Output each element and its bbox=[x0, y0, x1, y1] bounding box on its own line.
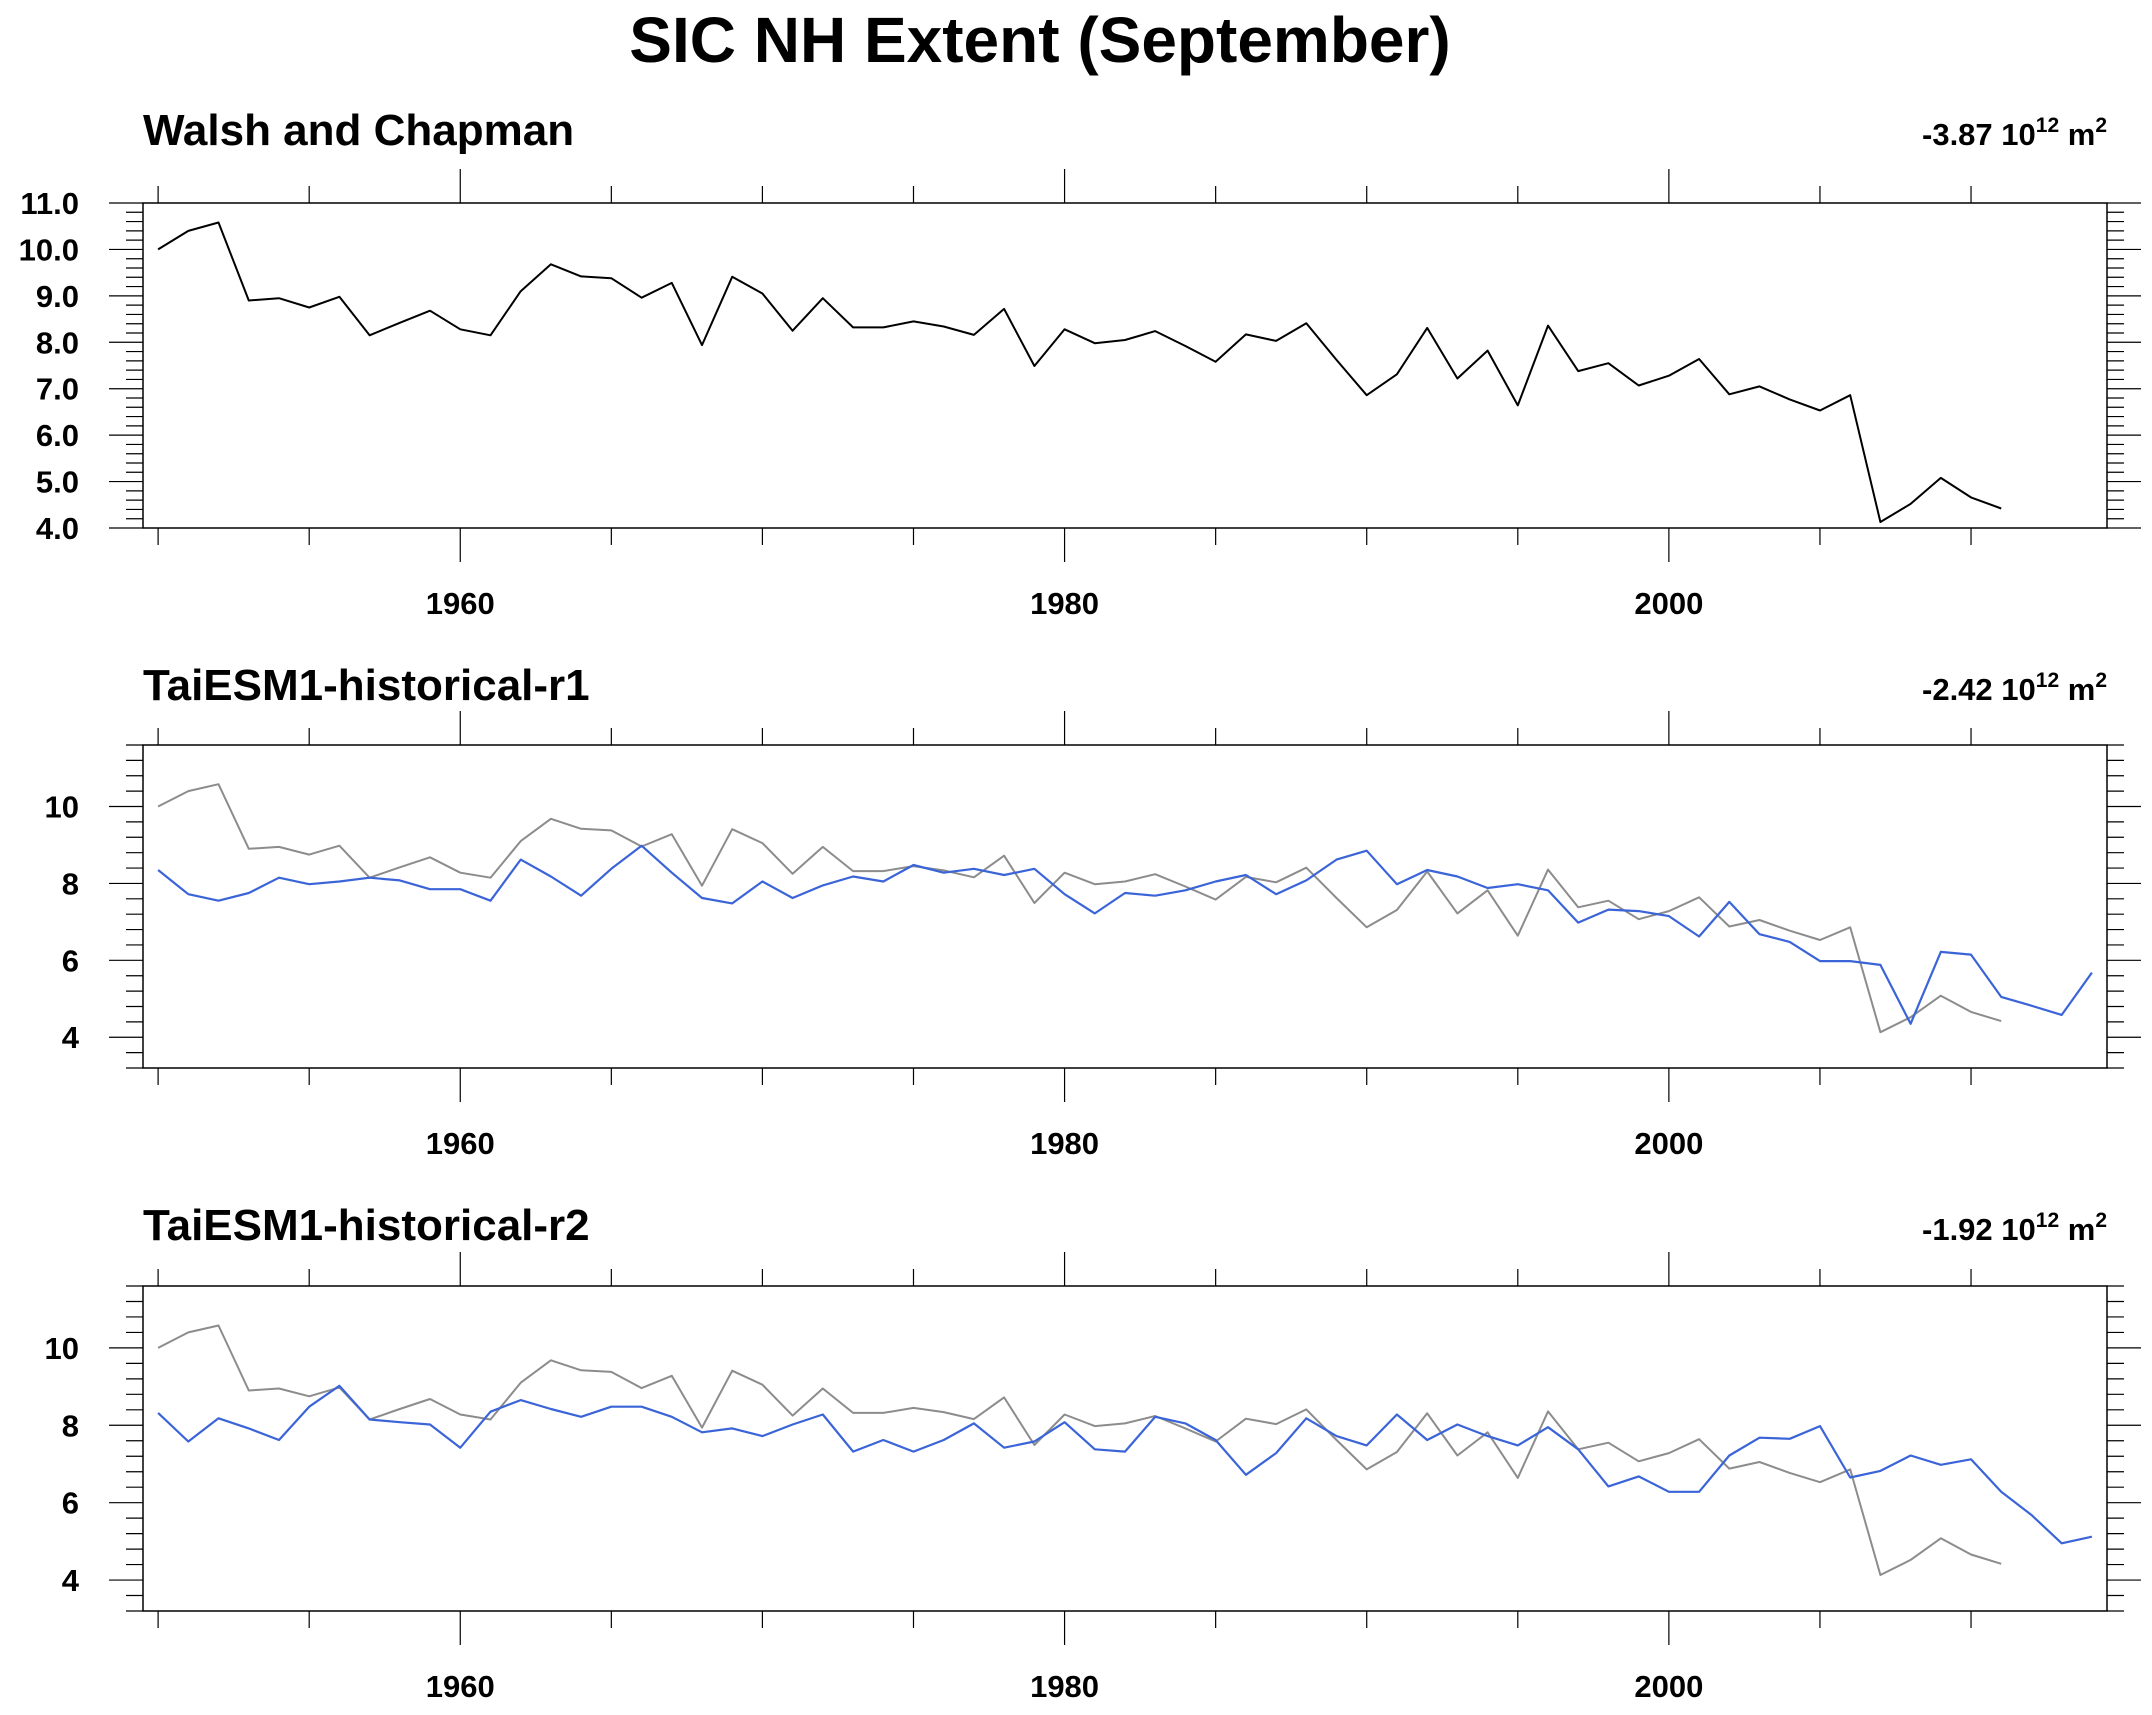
x-tick-label: 1960 bbox=[426, 1126, 495, 1161]
y-tick-label: 10 bbox=[45, 1331, 79, 1366]
y-tick-label: 6 bbox=[62, 943, 79, 978]
panel-1: Walsh and Chapman -3.87 1012 m2 1960 1980 20… bbox=[19, 106, 2141, 621]
y-tick-label: 11.0 bbox=[20, 186, 79, 221]
plot-frame bbox=[142, 202, 2108, 529]
panel-3: TaiESM1-historical-r2 -1.92 1012 m2 1960 19… bbox=[45, 1201, 2141, 1704]
y-tick-label: 4.0 bbox=[36, 511, 79, 546]
y-tick-label: 4 bbox=[62, 1020, 80, 1055]
x-tick-label: 1980 bbox=[1030, 1126, 1099, 1161]
panel-2: TaiESM1-historical-r1 -2.42 1012 m2 1960 19… bbox=[45, 661, 2141, 1161]
plot-frame bbox=[142, 744, 2108, 1069]
y-tick-label: 6 bbox=[62, 1486, 79, 1521]
x-tick-label: 1960 bbox=[426, 586, 495, 621]
trend-annotation: -2.42 1012 m2 bbox=[1922, 669, 2107, 707]
x-tick-label: 2000 bbox=[1634, 1669, 1703, 1704]
plot-frame bbox=[142, 1285, 2108, 1612]
panel-title: TaiESM1-historical-r2 bbox=[143, 1201, 590, 1250]
y-tick-label: 9.0 bbox=[36, 279, 79, 314]
y-tick-label: 4 bbox=[62, 1563, 80, 1598]
observation-series-line bbox=[157, 1324, 2002, 1576]
observation-series-line bbox=[157, 783, 2002, 1034]
x-tick-label: 2000 bbox=[1634, 586, 1703, 621]
model-series-line bbox=[157, 844, 2093, 1025]
y-tick-label: 7.0 bbox=[36, 372, 79, 407]
x-tick-label: 1960 bbox=[426, 1669, 495, 1704]
panel-title: TaiESM1-historical-r1 bbox=[143, 661, 590, 710]
x-tick-label: 1980 bbox=[1030, 586, 1099, 621]
y-tick-label: 6.0 bbox=[36, 418, 79, 453]
x-tick-label: 2000 bbox=[1634, 1126, 1703, 1161]
series-line bbox=[157, 221, 2002, 523]
y-tick-label: 5.0 bbox=[36, 465, 79, 500]
model-series-line bbox=[157, 1384, 2093, 1545]
y-tick-label: 8.0 bbox=[36, 325, 79, 360]
x-tick-label: 1980 bbox=[1030, 1669, 1099, 1704]
y-tick-label: 10.0 bbox=[19, 232, 79, 267]
trend-annotation: -3.87 1012 m2 bbox=[1922, 114, 2107, 152]
figure-title: SIC NH Extent (September) bbox=[629, 4, 1450, 76]
y-tick-label: 10 bbox=[45, 790, 79, 825]
y-tick-label: 8 bbox=[62, 1408, 79, 1443]
y-tick-label: 8 bbox=[62, 866, 79, 901]
panels-container: Walsh and Chapman -3.87 1012 m2 1960 1980 20… bbox=[19, 106, 2141, 1704]
trend-annotation: -1.92 1012 m2 bbox=[1922, 1209, 2107, 1247]
panel-title: Walsh and Chapman bbox=[143, 106, 574, 155]
